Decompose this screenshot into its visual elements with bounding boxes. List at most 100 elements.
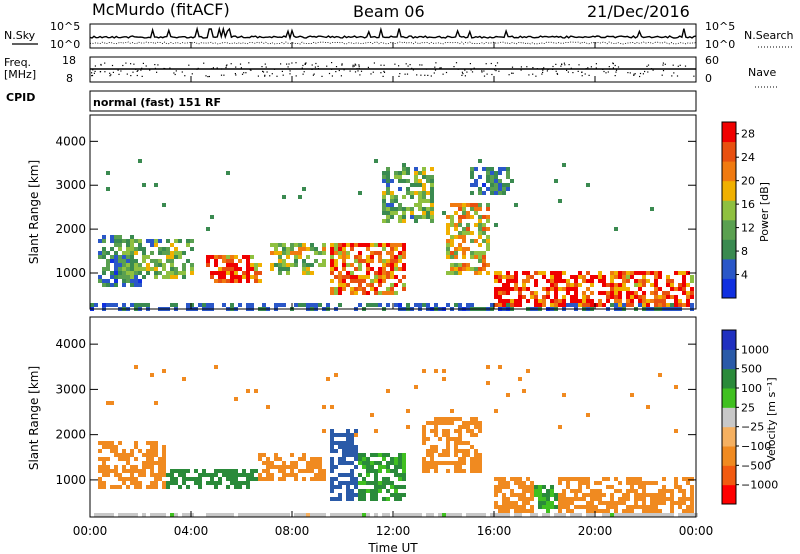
heatmap-cell: [130, 481, 134, 485]
heatmap-cell: [394, 469, 398, 473]
heatmap-cell: [470, 251, 474, 255]
heatmap-cell: [642, 279, 646, 283]
heatmap-cell: [470, 433, 474, 437]
heatmap-cell: [162, 203, 166, 207]
heatmap-cell: [358, 263, 362, 267]
heatmap-cell: [478, 267, 482, 271]
heatmap-cell: [214, 469, 218, 473]
nave-point: [526, 66, 528, 68]
heatmap-cell: [514, 509, 518, 513]
heatmap-cell: [674, 295, 678, 299]
heatmap-cell: [570, 299, 574, 303]
beam-title: Beam 06: [353, 2, 425, 21]
heatmap-cell: [154, 243, 158, 247]
nave-point: [614, 75, 616, 77]
nave-point: [383, 71, 386, 73]
heatmap-cell: [506, 187, 510, 191]
heatmap-cell: [674, 271, 678, 275]
heatmap-cell: [498, 171, 502, 175]
heatmap-cell: [638, 493, 642, 497]
heatmap-cell: [362, 513, 366, 517]
nave-point: [135, 68, 137, 70]
heatmap-cell: [214, 279, 218, 283]
heatmap-cell: [690, 295, 694, 299]
heatmap-cell: [518, 509, 522, 513]
heatmap-cell: [358, 303, 362, 307]
heatmap-cell: [142, 465, 146, 469]
heatmap-cell: [250, 469, 254, 473]
heatmap-cell: [606, 509, 610, 513]
heatmap-cell: [566, 509, 570, 513]
nave-point: [220, 74, 223, 76]
nave-point: [520, 69, 522, 71]
heatmap-cell: [130, 251, 134, 255]
heatmap-cell: [502, 493, 506, 497]
heatmap-cell: [558, 501, 562, 505]
heatmap-cell: [330, 457, 334, 461]
heatmap-cell: [462, 453, 466, 457]
nave-point: [133, 63, 135, 65]
heatmap-cell: [638, 303, 642, 307]
heatmap-cell: [622, 279, 626, 283]
heatmap-cell: [354, 255, 358, 259]
heatmap-cell: [338, 275, 342, 279]
heatmap-cell: [550, 299, 554, 303]
heatmap-cell: [106, 473, 110, 477]
heatmap-cell: [642, 271, 646, 275]
heatmap-cell: [394, 195, 398, 199]
heatmap-cell: [514, 477, 518, 481]
heatmap-cell: [654, 481, 658, 485]
heatmap-cell: [266, 473, 270, 477]
heatmap-cell: [214, 365, 218, 369]
heatmap-cell: [670, 513, 674, 517]
heatmap-cell: [374, 493, 378, 497]
heatmap-cell: [186, 485, 190, 489]
heatmap-cell: [482, 239, 486, 243]
heatmap-cell: [650, 505, 654, 509]
heatmap-cell: [174, 271, 178, 275]
nave-point: [587, 67, 589, 69]
heatmap-cell: [478, 465, 482, 469]
heatmap-cell: [226, 267, 230, 271]
heatmap-cell: [114, 449, 118, 453]
heatmap-cell: [654, 497, 658, 501]
nave-point: [567, 71, 569, 73]
heatmap-cell: [450, 219, 454, 223]
heatmap-cell: [610, 271, 614, 275]
heatmap-cell: [430, 461, 434, 465]
heatmap-cell: [574, 287, 578, 291]
heatmap-cell: [242, 275, 246, 279]
heatmap-cell: [214, 255, 218, 259]
heatmap-cell: [402, 263, 406, 267]
heatmap-cell: [562, 493, 566, 497]
heatmap-cell: [406, 187, 410, 191]
heatmap-cell: [370, 251, 374, 255]
heatmap-cell: [614, 303, 618, 307]
nave-point: [495, 65, 497, 67]
heatmap-cell: [542, 497, 546, 501]
power-colorbar-segment: [722, 161, 736, 182]
heatmap-cell: [590, 501, 594, 505]
heatmap-cell: [386, 275, 390, 279]
heatmap-cell: [334, 247, 338, 251]
heatmap-cell: [330, 437, 334, 441]
heatmap-cell: [374, 477, 378, 481]
heatmap-cell: [618, 283, 622, 287]
y-tick-label: 3000: [55, 178, 86, 192]
heatmap-cell: [394, 171, 398, 175]
heatmap-cell: [506, 287, 510, 291]
heatmap-cell: [354, 275, 358, 279]
heatmap-cell: [454, 211, 458, 215]
heatmap-cell: [462, 251, 466, 255]
heatmap-cell: [226, 255, 230, 259]
power-colorbar-tick-label: 16: [741, 198, 755, 211]
heatmap-cell: [382, 457, 386, 461]
heatmap-cell: [498, 279, 502, 283]
heatmap-cell: [122, 239, 126, 243]
heatmap-cell: [514, 513, 518, 517]
heatmap-cell: [134, 275, 138, 279]
heatmap-cell: [494, 271, 498, 275]
heatmap-cell: [586, 485, 590, 489]
heatmap-cell: [346, 489, 350, 493]
